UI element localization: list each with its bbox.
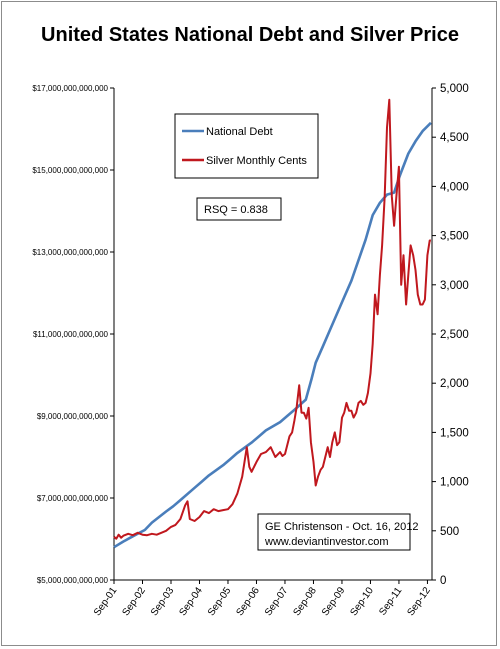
credit-box [257, 513, 411, 551]
x-tick-label: Sep-05 [206, 585, 234, 618]
series-line-silver [113, 98, 431, 540]
x-tick-label: Sep-03 [149, 585, 177, 618]
credit-line-2: www.deviantinvestor.com [264, 536, 389, 548]
left-tick-label: $17,000,000,000,000 [32, 84, 108, 93]
x-tick-label: Sep-07 [263, 585, 291, 618]
x-tick-label: Sep-06 [234, 585, 262, 618]
left-tick-label: $9,000,000,000,000 [37, 412, 109, 421]
credit-annotation: GE Christenson - Oct. 16, 2012 www.devia… [257, 513, 418, 551]
right-tick-label: 1,500 [440, 427, 469, 439]
series-line-national-debt [113, 121, 432, 549]
rsq-text: RSQ = 0.838 [204, 204, 268, 216]
right-tick-label: 3,000 [440, 280, 469, 292]
rsq-annotation: RSQ = 0.838 [196, 197, 282, 221]
legend: National Debt Silver Monthly Cents [174, 113, 319, 179]
legend-label-silver: Silver Monthly Cents [206, 155, 307, 167]
left-tick-label: $11,000,000,000,000 [33, 330, 109, 339]
x-tick-label: Sep-04 [177, 585, 205, 618]
legend-label-national-debt: National Debt [206, 126, 273, 138]
x-tick-label: Sep-10 [348, 585, 376, 618]
right-tick-label: 500 [440, 526, 459, 538]
left-tick-label: $5,000,000,000,000 [37, 576, 109, 585]
x-tick-label: Sep-09 [320, 585, 348, 618]
right-axis-ticks: 0 500 1,000 1,500 2,000 2,500 3,000 3,500 4,000 4… [432, 83, 469, 587]
right-tick-label: 1,000 [440, 477, 469, 489]
left-axis-ticks: $5,000,000,000,000 $7,000,000,000,000 $9,0… [32, 84, 114, 585]
x-tick-label: Sep-02 [120, 585, 148, 618]
rsq-box [196, 197, 282, 221]
legend-box [174, 113, 319, 179]
x-tick-label: Sep-11 [377, 585, 404, 617]
x-tick-label: Sep-12 [405, 585, 433, 618]
series-layer [113, 98, 432, 549]
right-tick-label: 0 [440, 575, 446, 587]
right-tick-label: 5,000 [440, 83, 469, 95]
x-axis-ticks: Sep-01 Sep-02 Sep-03 Sep-04 Sep-05 Sep-06 Sep-… [92, 580, 433, 618]
left-tick-label: $13,000,000,000,000 [32, 248, 108, 257]
credit-line-1: GE Christenson - Oct. 16, 2012 [265, 521, 418, 533]
left-tick-label: $7,000,000,000,000 [37, 494, 109, 503]
right-tick-label: 2,500 [440, 329, 469, 341]
right-tick-label: 4,500 [440, 132, 469, 144]
x-tick-label: Sep-01 [92, 585, 120, 618]
chart-title: United States National Debt and Silver P… [41, 24, 459, 46]
right-tick-label: 2,000 [440, 378, 469, 390]
left-tick-label: $15,000,000,000,000 [32, 166, 108, 175]
right-tick-label: 4,000 [440, 181, 469, 193]
right-tick-label: 3,500 [440, 231, 469, 243]
x-tick-label: Sep-08 [291, 585, 319, 618]
